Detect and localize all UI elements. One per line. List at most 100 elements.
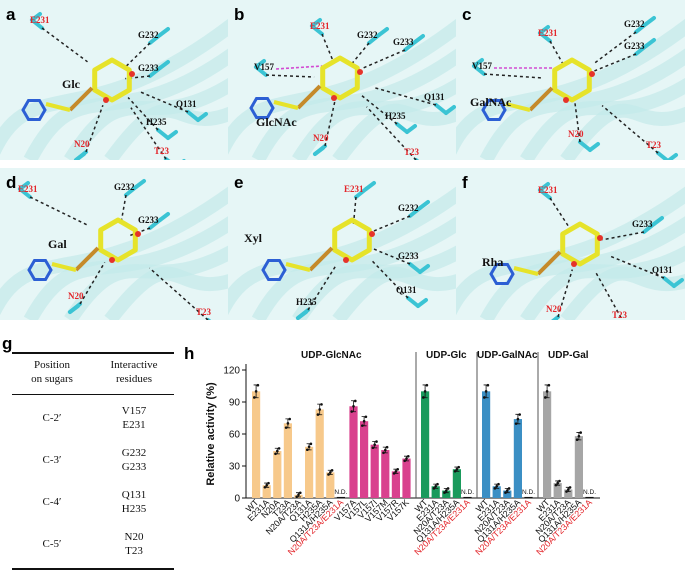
structure-render-b (228, 18, 456, 160)
residue-label-n20: N20 (74, 139, 90, 149)
bar (262, 485, 271, 498)
replicate-point (297, 493, 300, 497)
residue-label-g232: G232 (624, 19, 645, 29)
sugar-label-b: GlcNAc (256, 115, 297, 129)
residue-label-h235: H235 (296, 297, 317, 307)
replicate-point (253, 396, 256, 399)
replicate-point (405, 457, 408, 460)
structure-render-a (0, 12, 228, 160)
replicate-point (320, 403, 323, 406)
y-axis-label: Relative activity (%) (205, 382, 217, 486)
y-tick-label: 0 (234, 494, 240, 505)
nd-label: N.D. (334, 489, 347, 496)
replicate-point (267, 481, 270, 485)
table-top-rule (12, 352, 174, 354)
structure-panel-f: f Rha E231 G233 Q131 N20 T23 (456, 168, 685, 320)
residue-label-h235: H235 (385, 111, 406, 121)
structure-panel-a: a Glc E231 G232 G233 Q131 H235 N20 T23 (0, 0, 228, 160)
residue-label-e231: E231 (538, 28, 558, 38)
residue-label-e231: E231 (344, 184, 364, 194)
replicate-point (362, 419, 366, 423)
group-title: UDP-Gal (548, 350, 589, 361)
residue-label-n20: N20 (68, 291, 84, 301)
replicate-point (443, 491, 446, 494)
panel-label-e: e (234, 173, 244, 192)
table-cell-position: C-2′ (42, 412, 62, 424)
replicate-point (274, 452, 277, 456)
table-header-position: Position on sugars (31, 359, 73, 385)
replicate-point (423, 390, 427, 393)
table-header-residues: Interactive residues (110, 359, 158, 385)
bar (381, 450, 390, 498)
residue-label-n20: N20 (313, 133, 329, 143)
bar (252, 391, 261, 498)
panel-label-b: b (234, 5, 245, 24)
group-title: UDP-GlcNAc (301, 350, 362, 361)
panel-label-f: f (462, 173, 468, 192)
panel-label-d: d (6, 173, 17, 192)
bar (524, 496, 533, 498)
table-cell-position: C-4′ (42, 496, 62, 508)
replicate-point (453, 469, 457, 473)
residue-label-g233: G233 (138, 215, 159, 225)
table-cell-residues: V157 E231 (121, 405, 147, 431)
replicate-point (575, 438, 579, 441)
y-tick-label: 90 (229, 398, 241, 409)
table-header-rule (12, 394, 174, 395)
bar (482, 391, 491, 498)
replicate-point (364, 415, 368, 419)
replicate-point (265, 483, 268, 487)
bar (391, 471, 400, 498)
bar (463, 496, 472, 498)
group-title: UDP-Glc (426, 350, 467, 361)
replicate-point (306, 448, 309, 452)
table-cell-position: C-3′ (42, 454, 62, 466)
replicate-point (382, 451, 385, 455)
replicate-point (276, 449, 279, 453)
bar (585, 496, 594, 498)
residue-label-g233: G233 (624, 41, 645, 51)
residue-label-e231: E231 (18, 184, 38, 194)
replicate-point (544, 396, 547, 399)
replicate-point (547, 383, 551, 387)
residue-label-g232: G232 (398, 203, 419, 213)
residue-label-v157: V157 (472, 61, 492, 71)
replicate-point (514, 422, 518, 425)
replicate-point (263, 485, 267, 489)
table-cell-residues: Q131 H235 (121, 489, 147, 515)
replicate-point (516, 417, 520, 421)
residue-label-g232: G232 (114, 182, 135, 192)
residue-label-g233: G233 (138, 63, 159, 73)
panel-label-a: a (6, 5, 16, 24)
replicate-point (284, 426, 288, 429)
bar (431, 486, 440, 498)
replicate-point (254, 390, 258, 393)
replicate-point (445, 489, 448, 492)
residue-label-n20: N20 (568, 129, 584, 139)
group-title: UDP-GalNAc (477, 350, 538, 361)
structure-panel-c: c GalNAc E231 G232 G233 V157 N20 T23 (456, 0, 685, 160)
table-cell-residues: G232 G233 (121, 447, 147, 473)
replicate-point (327, 473, 330, 476)
bar (283, 423, 292, 498)
replicate-point (497, 482, 500, 486)
bar (315, 409, 324, 498)
replicate-point (288, 417, 291, 421)
residue-label-e231: E231 (310, 21, 330, 31)
panel-label-h: h (184, 344, 195, 363)
panel-label-c: c (462, 5, 472, 24)
replicate-point (495, 484, 499, 488)
nd-label: N.D. (461, 489, 474, 496)
structure-panel-e: e Xyl E231 G232 G233 H235 Q131 (228, 168, 456, 320)
replicate-point (434, 484, 437, 488)
bar (553, 483, 562, 498)
residue-label-t23: T23 (612, 310, 628, 320)
replicate-point (373, 443, 376, 446)
bar (421, 391, 430, 498)
residue-label-q131: Q131 (424, 92, 445, 102)
replicate-point (486, 383, 490, 387)
replicate-point (407, 454, 410, 458)
replicate-point (396, 467, 399, 471)
replicate-point (567, 488, 570, 491)
replicate-point (392, 472, 396, 475)
